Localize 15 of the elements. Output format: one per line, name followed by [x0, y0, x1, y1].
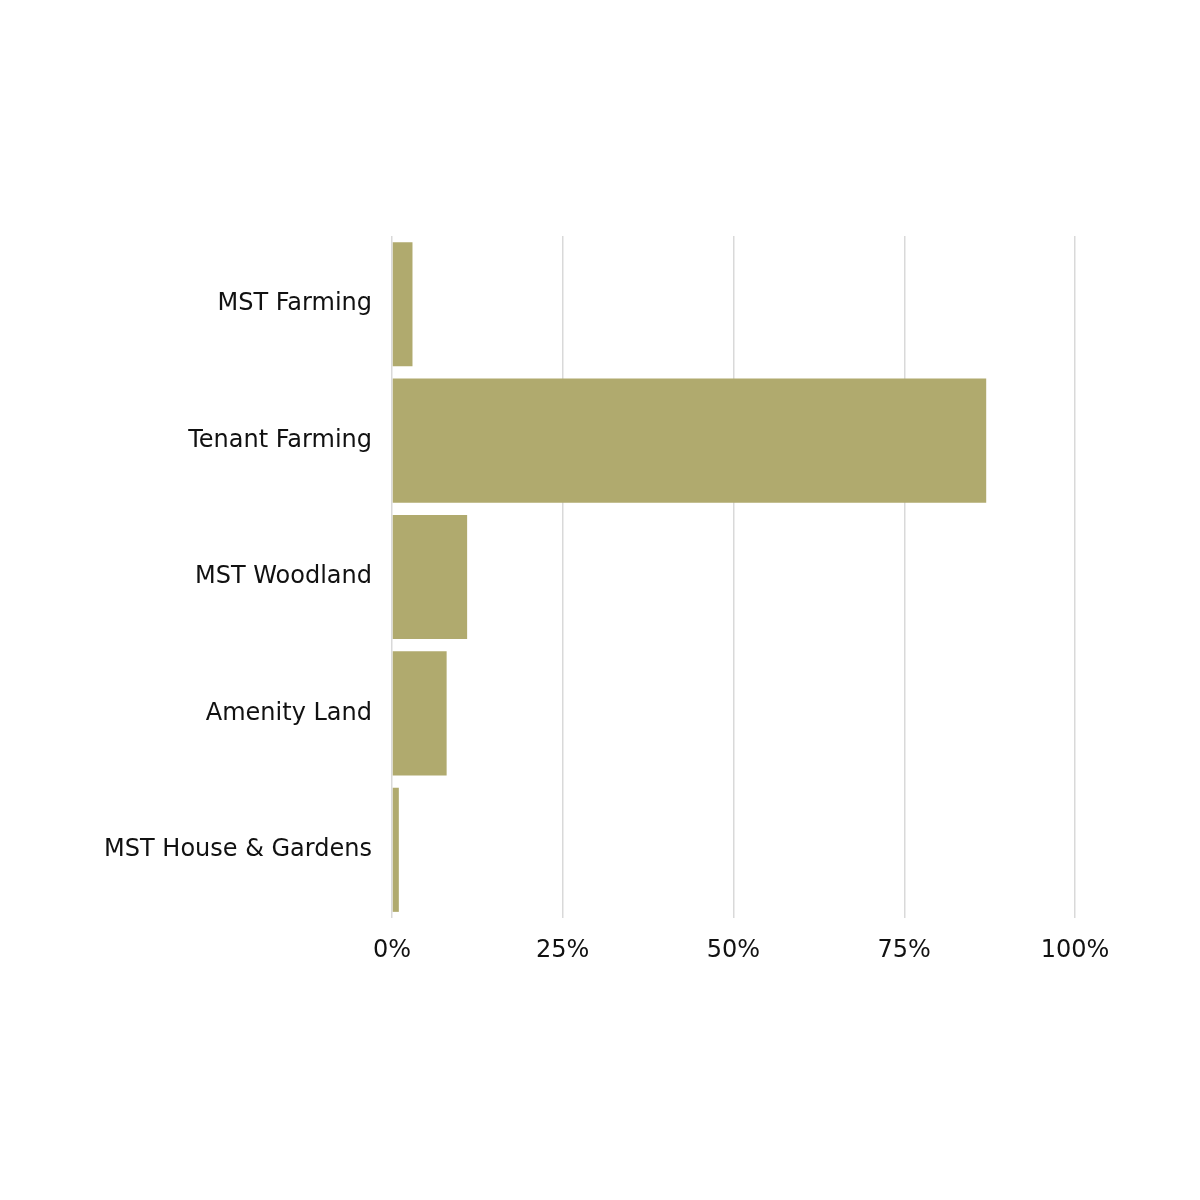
- bar: [392, 651, 447, 776]
- y-tick-label: MST Farming: [217, 288, 372, 317]
- bar: [392, 787, 399, 912]
- y-tick-label: MST House & Gardens: [104, 834, 372, 863]
- x-tick-label: 50%: [706, 934, 761, 963]
- y-tick-label: Tenant Farming: [187, 424, 372, 453]
- bar: [392, 514, 468, 640]
- x-tick-label: 0%: [372, 934, 412, 963]
- bar: [392, 378, 987, 503]
- x-tick-label: 25%: [536, 934, 590, 963]
- y-tick-label: Amenity Land: [205, 697, 372, 726]
- y-tick-label: MST Woodland: [195, 561, 372, 590]
- x-tick-label: 100%: [1040, 934, 1110, 963]
- x-tick-label: 75%: [877, 934, 931, 963]
- bar: [392, 242, 413, 367]
